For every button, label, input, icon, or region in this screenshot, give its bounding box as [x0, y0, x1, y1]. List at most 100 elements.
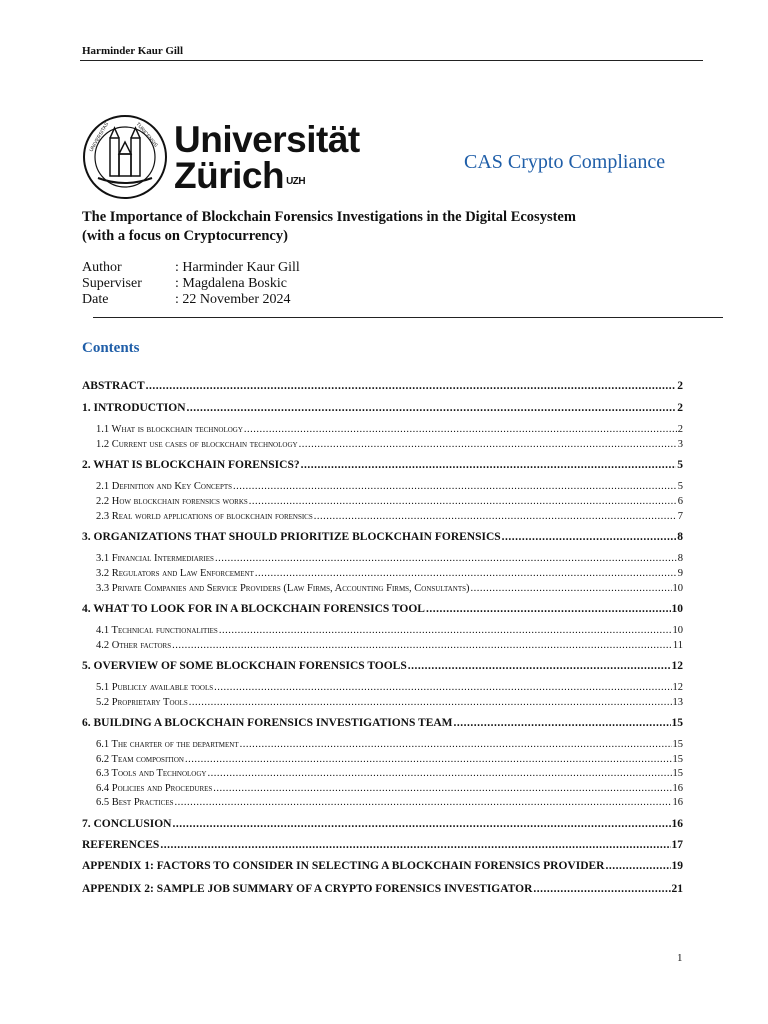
toc-entry-page: 16	[672, 797, 684, 808]
toc-dot-leader	[175, 797, 672, 808]
toc-entry-title: 1. INTRODUCTION	[82, 402, 186, 414]
toc-dot-leader	[255, 568, 677, 579]
toc-dot-leader	[146, 380, 677, 392]
toc-entry[interactable]: 4.1 Technical functionalities 10	[82, 625, 683, 636]
toc-entry-page: 12	[672, 682, 684, 693]
toc-entry[interactable]: 6.4 Policies and Procedures 16	[82, 783, 683, 794]
toc-entry[interactable]: 2.1 Definition and Key Concepts 5	[82, 481, 683, 492]
university-name-line2: Zürich UZH	[174, 155, 306, 196]
toc-dot-leader	[533, 883, 670, 895]
toc-entry[interactable]: 3.1 Financial Intermediaries 8	[82, 553, 683, 564]
toc-entry-title: 7. CONCLUSION	[82, 818, 172, 830]
toc-entry[interactable]: 7. CONCLUSION 16	[82, 818, 683, 830]
toc-entry-title: REFERENCES	[82, 839, 160, 851]
toc-entry-title: 2.1 Definition and Key Concepts	[96, 481, 233, 492]
toc-entry[interactable]: 2.3 Real world applications of blockchai…	[82, 511, 683, 522]
toc-entry-title: ABSTRACT	[82, 380, 145, 392]
toc-entry[interactable]: 2. WHAT IS BLOCKCHAIN FORENSICS? 5	[82, 459, 683, 471]
toc-entry-page: 12	[671, 660, 684, 672]
toc-entry-title: 3. ORGANIZATIONS THAT SHOULD PRIORITIZE …	[82, 531, 501, 543]
toc-entry-page: 15	[672, 754, 684, 765]
title-divider	[93, 317, 723, 318]
toc-entry-title: 6.1 The charter of the department	[96, 739, 239, 750]
toc-entry-page: 17	[671, 839, 684, 851]
toc-entry-title: 6. BUILDING A BLOCKCHAIN FORENSICS INVES…	[82, 717, 453, 729]
toc-entry[interactable]: 1. INTRODUCTION 2	[82, 402, 683, 414]
toc-entry-page: 16	[671, 818, 684, 830]
toc-entry[interactable]: 3. ORGANIZATIONS THAT SHOULD PRIORITIZE …	[82, 531, 683, 543]
toc-entry[interactable]: 6. BUILDING A BLOCKCHAIN FORENSICS INVES…	[82, 717, 683, 729]
toc-entry-title: 2.3 Real world applications of blockchai…	[96, 511, 313, 522]
toc-dot-leader	[214, 682, 671, 693]
toc-entry[interactable]: 2.2 How blockchain forensics works 6	[82, 496, 683, 507]
toc-entry[interactable]: 5. OVERVIEW OF SOME BLOCKCHAIN FORENSICS…	[82, 660, 683, 672]
toc-dot-leader	[213, 783, 671, 794]
toc-dot-leader	[187, 402, 677, 414]
university-abbrev: UZH	[286, 176, 306, 187]
meta-value: : Harminder Kaur Gill	[175, 260, 300, 275]
toc-entry-page: 10	[671, 603, 684, 615]
toc-dot-leader	[408, 660, 671, 672]
toc-entry[interactable]: APPENDIX 1: FACTORS TO CONSIDER IN SELEC…	[82, 860, 683, 872]
header-divider	[80, 60, 703, 61]
toc-entry-page: 10	[672, 583, 684, 594]
meta-date: Date : 22 November 2024	[82, 292, 290, 308]
meta-label: Date	[82, 292, 109, 307]
running-header-author: Harminder Kaur Gill	[82, 45, 184, 57]
toc-entry-title: 3.1 Financial Intermediaries	[96, 553, 214, 564]
toc-entry[interactable]: 5.1 Publicly available tools 12	[82, 682, 683, 693]
toc-entry[interactable]: 4. WHAT TO LOOK FOR IN A BLOCKCHAIN FORE…	[82, 603, 683, 615]
toc-entry-page: 15	[672, 739, 684, 750]
toc-entry-title: 2.2 How blockchain forensics works	[96, 496, 248, 507]
page-number: 1	[677, 952, 683, 964]
toc-dot-leader	[160, 839, 670, 851]
toc-dot-leader	[240, 739, 672, 750]
toc-entry[interactable]: 3.3 Private Companies and Service Provid…	[82, 583, 683, 594]
toc-entry-title: APPENDIX 1: FACTORS TO CONSIDER IN SELEC…	[82, 860, 605, 872]
toc-entry-title: 4.1 Technical functionalities	[96, 625, 218, 636]
toc-entry[interactable]: 1.1 What is blockchain technology 2	[82, 424, 683, 435]
toc-dot-leader	[185, 754, 672, 765]
toc-entry[interactable]: 6.2 Team composition 15	[82, 754, 683, 765]
university-seal-logo: UNIVERSITAS TURICENSIS	[83, 115, 167, 199]
university-name-city: Zürich	[174, 155, 285, 196]
toc-entry-page: 15	[672, 768, 684, 779]
toc-dot-leader	[502, 531, 677, 543]
toc-entry[interactable]: 4.2 Other factors 11	[82, 640, 683, 651]
meta-supervisor: Superviser: Magdalena Boskic	[82, 276, 287, 292]
toc-entry-title: 1.1 What is blockchain technology	[96, 424, 243, 435]
toc-entry-page: 8	[677, 553, 683, 564]
toc-entry-page: 3	[677, 439, 683, 450]
toc-entry-title: 6.5 Best Practices	[96, 797, 174, 808]
toc-entry[interactable]: ABSTRACT 2	[82, 380, 683, 392]
toc-entry[interactable]: 3.2 Regulators and Law Enforcement 9	[82, 568, 683, 579]
toc-entry-page: 16	[672, 783, 684, 794]
toc-entry[interactable]: 1.2 Current use cases of blockchain tech…	[82, 439, 683, 450]
toc-entry[interactable]: 5.2 Proprietary Tools 13	[82, 697, 683, 708]
toc-dot-leader	[233, 481, 677, 492]
toc-entry[interactable]: 6.3 Tools and Technology 15	[82, 768, 683, 779]
toc-entry[interactable]: 6.1 The charter of the department 15	[82, 739, 683, 750]
toc-dot-leader	[244, 424, 677, 435]
university-name-line1: Universität	[174, 119, 360, 160]
toc-entry-page: 10	[672, 625, 684, 636]
title-line-2: (with a focus on Cryptocurrency)	[82, 228, 288, 244]
toc-entry-page: 2	[677, 402, 683, 414]
toc-dot-leader	[426, 603, 671, 615]
toc-entry[interactable]: APPENDIX 2: SAMPLE JOB SUMMARY OF A CRYP…	[82, 883, 683, 895]
toc-entry[interactable]: REFERENCES 17	[82, 839, 683, 851]
toc-entry-title: 6.2 Team composition	[96, 754, 184, 765]
toc-entry-title: 5.2 Proprietary Tools	[96, 697, 188, 708]
toc-dot-leader	[215, 553, 677, 564]
toc-entry-page: 2	[677, 380, 683, 392]
toc-dot-leader	[172, 818, 670, 830]
toc-entry-title: APPENDIX 2: SAMPLE JOB SUMMARY OF A CRYP…	[82, 883, 533, 895]
toc-entry-page: 9	[677, 568, 683, 579]
meta-value: : 22 November 2024	[175, 292, 291, 307]
toc-entry-page: 11	[672, 640, 683, 651]
toc-entry[interactable]: 6.5 Best Practices 16	[82, 797, 683, 808]
toc-entry-title: 6.3 Tools and Technology	[96, 768, 207, 779]
toc-entry-page: 2	[677, 424, 683, 435]
toc-entry-title: 1.2 Current use cases of blockchain tech…	[96, 439, 298, 450]
toc-dot-leader	[207, 768, 671, 779]
